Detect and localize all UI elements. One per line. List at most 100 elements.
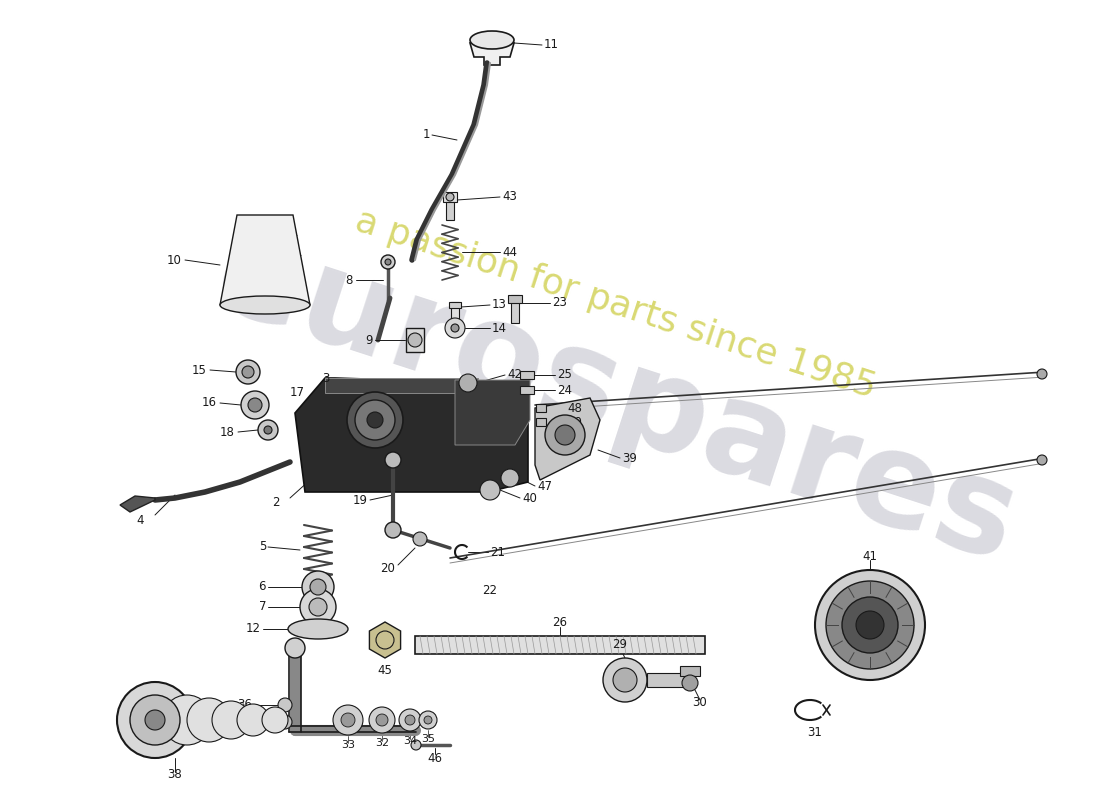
Circle shape [826, 581, 914, 669]
Text: 5: 5 [258, 541, 266, 554]
Text: 38: 38 [167, 769, 183, 782]
Text: 43: 43 [502, 190, 517, 203]
Circle shape [278, 715, 292, 729]
Text: 31: 31 [807, 726, 823, 738]
Circle shape [236, 704, 270, 736]
Circle shape [145, 710, 165, 730]
Text: 41: 41 [862, 550, 878, 563]
Circle shape [1037, 455, 1047, 465]
Bar [512, 295, 519, 323]
Text: 21: 21 [490, 546, 505, 558]
Circle shape [333, 705, 363, 735]
Circle shape [130, 695, 180, 745]
Text: 37: 37 [238, 715, 252, 729]
Text: 20: 20 [381, 562, 395, 574]
Circle shape [278, 698, 292, 712]
Text: 8: 8 [345, 274, 353, 286]
Circle shape [300, 589, 336, 625]
Circle shape [117, 682, 192, 758]
Text: 6: 6 [258, 581, 266, 594]
Circle shape [385, 259, 390, 265]
Bar [508, 295, 522, 303]
Polygon shape [295, 378, 528, 492]
Bar [520, 371, 534, 379]
Text: 39: 39 [621, 451, 637, 465]
Circle shape [815, 570, 925, 680]
Circle shape [341, 713, 355, 727]
Text: 22: 22 [483, 583, 497, 597]
Bar [520, 386, 534, 394]
Circle shape [212, 701, 250, 739]
Polygon shape [120, 496, 155, 512]
Text: 16: 16 [202, 397, 217, 410]
Text: 48: 48 [566, 402, 582, 414]
Circle shape [242, 366, 254, 378]
Circle shape [405, 715, 415, 725]
Circle shape [262, 707, 288, 733]
Text: 13: 13 [492, 298, 507, 311]
Text: 32: 32 [375, 738, 389, 748]
Circle shape [451, 324, 459, 332]
Circle shape [408, 333, 422, 347]
Bar [680, 666, 700, 676]
Text: 10: 10 [167, 254, 182, 266]
Circle shape [1037, 369, 1047, 379]
Circle shape [446, 318, 465, 338]
Text: 40: 40 [522, 491, 537, 505]
Circle shape [309, 598, 327, 616]
Bar [443, 192, 456, 202]
Circle shape [241, 391, 270, 419]
Text: 45: 45 [377, 663, 393, 677]
Text: 1: 1 [422, 129, 430, 142]
Text: 19: 19 [353, 494, 369, 506]
Text: eurospares: eurospares [199, 210, 1033, 590]
Ellipse shape [288, 619, 348, 639]
Circle shape [424, 716, 432, 724]
Circle shape [556, 425, 575, 445]
Circle shape [399, 709, 421, 731]
Text: 2: 2 [273, 495, 280, 509]
Circle shape [346, 392, 403, 448]
Circle shape [248, 398, 262, 412]
Circle shape [138, 692, 192, 748]
Bar [647, 673, 692, 687]
Text: 15: 15 [192, 363, 207, 377]
Circle shape [187, 698, 231, 742]
Text: 9: 9 [365, 334, 373, 346]
Circle shape [310, 579, 326, 595]
Text: a passion for parts since 1985: a passion for parts since 1985 [351, 203, 881, 405]
Circle shape [419, 711, 437, 729]
Circle shape [446, 193, 454, 201]
Text: 25: 25 [557, 369, 572, 382]
Polygon shape [220, 215, 310, 305]
Text: 42: 42 [507, 369, 522, 382]
Circle shape [411, 740, 421, 750]
Bar [536, 404, 546, 412]
Polygon shape [535, 398, 600, 480]
Circle shape [381, 255, 395, 269]
Text: 44: 44 [502, 246, 517, 258]
Text: 24: 24 [557, 383, 572, 397]
Circle shape [302, 571, 334, 603]
Polygon shape [370, 622, 400, 658]
Circle shape [355, 400, 395, 440]
Text: 46: 46 [428, 751, 442, 765]
Circle shape [603, 658, 647, 702]
Circle shape [856, 611, 884, 639]
Text: 14: 14 [492, 322, 507, 334]
Circle shape [258, 420, 278, 440]
Ellipse shape [220, 296, 310, 314]
Circle shape [367, 412, 383, 428]
Bar [415, 636, 705, 654]
Ellipse shape [470, 31, 514, 49]
Text: 26: 26 [552, 617, 568, 630]
Circle shape [682, 675, 698, 691]
Text: 12: 12 [246, 622, 261, 635]
Text: 4: 4 [136, 514, 144, 526]
Circle shape [162, 695, 212, 745]
Circle shape [376, 714, 388, 726]
Bar [449, 302, 461, 308]
Circle shape [385, 522, 402, 538]
Bar [406, 328, 424, 352]
Text: 11: 11 [544, 38, 559, 51]
